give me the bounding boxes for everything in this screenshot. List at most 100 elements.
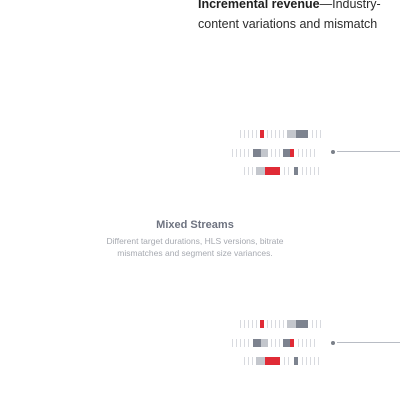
tick-mark — [306, 167, 307, 175]
tick-mark — [284, 357, 285, 365]
tick-mark — [248, 357, 249, 365]
header-line-1: Incremental revenue—Industry- — [198, 0, 400, 14]
tick-mark — [267, 320, 268, 328]
stream-row — [0, 339, 400, 347]
header-line-2: content variations and mismatch — [198, 17, 378, 31]
tick-mark — [248, 320, 249, 328]
mixed-streams-description: Different target durations, HLS versions… — [106, 236, 284, 258]
stream-row — [0, 357, 400, 365]
dark-segment — [283, 339, 290, 347]
tick-mark — [310, 149, 311, 157]
gray-segment — [287, 320, 296, 328]
connector-dot — [331, 341, 335, 345]
tick-mark — [314, 339, 315, 347]
tick-mark — [306, 149, 307, 157]
tick-mark — [306, 339, 307, 347]
tick-mark — [236, 339, 237, 347]
stream-row — [0, 149, 400, 157]
tick-mark — [306, 357, 307, 365]
tick-mark — [279, 149, 280, 157]
tick-mark — [252, 357, 253, 365]
tick-mark — [312, 320, 313, 328]
tick-mark — [267, 130, 268, 138]
red-segment — [265, 357, 280, 365]
dark-segment — [294, 167, 298, 175]
tick-mark — [275, 339, 276, 347]
tick-mark — [279, 320, 280, 328]
tick-mark — [248, 167, 249, 175]
dark-segment — [283, 149, 290, 157]
mixed-streams-title: Mixed Streams — [156, 219, 234, 231]
tick-mark — [320, 320, 321, 328]
tick-mark — [314, 357, 315, 365]
mixed-streams-block: Mixed Streams Different target durations… — [105, 218, 285, 259]
stream-row — [0, 167, 400, 175]
tick-mark — [310, 339, 311, 347]
tick-mark — [310, 357, 311, 365]
dark-segment — [294, 357, 298, 365]
header-text: Incremental revenue—Industry- content va… — [198, 0, 400, 34]
tick-mark — [232, 339, 233, 347]
tick-mark — [244, 320, 245, 328]
dark-segment — [296, 130, 308, 138]
tick-mark — [275, 320, 276, 328]
tick-mark — [248, 130, 249, 138]
gray-segment — [261, 149, 268, 157]
tick-mark — [298, 339, 299, 347]
gray-segment — [261, 339, 268, 347]
tick-mark — [236, 149, 237, 157]
tick-mark — [244, 339, 245, 347]
red-segment — [260, 130, 264, 138]
tick-mark — [320, 130, 321, 138]
header-rest-text: —Industry- — [319, 0, 381, 11]
gray-segment — [287, 130, 296, 138]
tick-mark — [232, 149, 233, 157]
tick-mark — [275, 130, 276, 138]
tick-mark — [252, 320, 253, 328]
tick-mark — [248, 149, 249, 157]
red-segment — [290, 149, 294, 157]
tick-mark — [275, 149, 276, 157]
tick-mark — [288, 167, 289, 175]
tick-mark — [252, 130, 253, 138]
stream-row — [0, 320, 400, 328]
tick-mark — [244, 130, 245, 138]
dark-segment — [253, 149, 261, 157]
tick-mark — [302, 149, 303, 157]
tick-mark — [256, 130, 257, 138]
connector-line — [337, 151, 400, 152]
tick-mark — [256, 320, 257, 328]
gray-segment — [256, 357, 265, 365]
connector-line — [337, 342, 400, 343]
tick-mark — [314, 149, 315, 157]
tick-mark — [283, 130, 284, 138]
tick-mark — [310, 167, 311, 175]
tick-mark — [279, 339, 280, 347]
tick-mark — [318, 167, 319, 175]
red-segment — [260, 320, 264, 328]
tick-mark — [302, 339, 303, 347]
tick-mark — [302, 167, 303, 175]
dark-segment — [253, 339, 261, 347]
tick-mark — [284, 167, 285, 175]
tick-mark — [240, 320, 241, 328]
tick-mark — [271, 149, 272, 157]
tick-mark — [283, 320, 284, 328]
tick-mark — [244, 357, 245, 365]
red-segment — [290, 339, 294, 347]
gray-segment — [256, 167, 265, 175]
tick-mark — [302, 357, 303, 365]
tick-mark — [288, 357, 289, 365]
tick-mark — [271, 320, 272, 328]
tick-mark — [248, 339, 249, 347]
connector-dot — [331, 150, 335, 154]
tick-mark — [244, 167, 245, 175]
red-segment — [265, 167, 280, 175]
dark-segment — [296, 320, 308, 328]
tick-mark — [271, 339, 272, 347]
tick-mark — [244, 149, 245, 157]
stream-row — [0, 130, 400, 138]
tick-mark — [252, 167, 253, 175]
tick-mark — [314, 167, 315, 175]
tick-mark — [271, 130, 272, 138]
